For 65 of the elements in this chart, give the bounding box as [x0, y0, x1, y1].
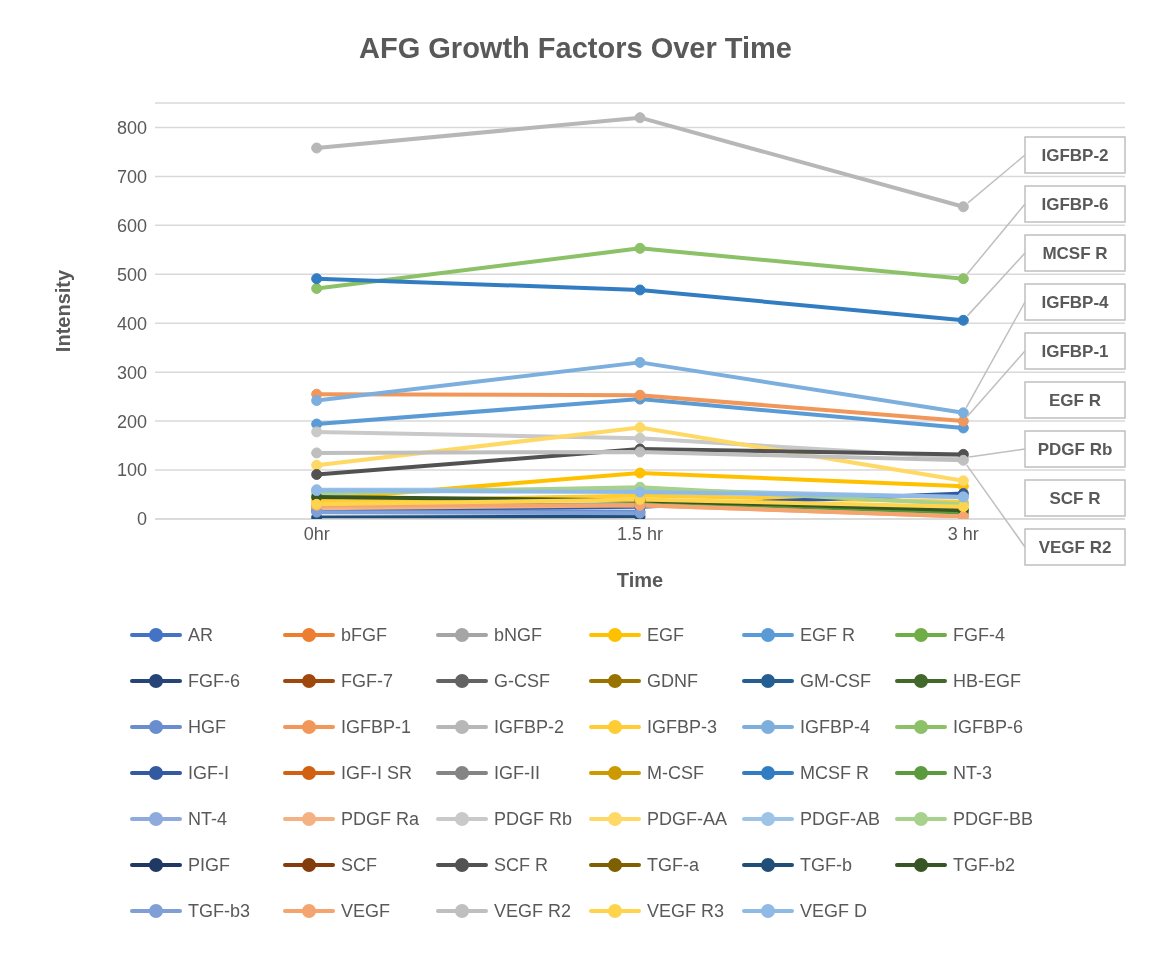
legend-label: bNGF — [494, 624, 543, 646]
legend-label: AR — [188, 624, 214, 646]
x-tick-label: 1.5 hr — [616, 523, 664, 544]
legend-label: IGF-I — [188, 762, 229, 784]
legend-label: TGF-b — [800, 854, 852, 876]
legend-label: HGF — [188, 716, 226, 738]
legend-label: SCF R — [494, 854, 548, 876]
legend-label: FGF-7 — [341, 670, 393, 692]
legend-label: IGFBP-3 — [647, 716, 718, 738]
legend-label: FGF-4 — [953, 624, 1005, 646]
y-tick-label: 200 — [116, 411, 147, 432]
legend-label: TGF-b2 — [953, 854, 1016, 876]
legend-label: TGF-b3 — [188, 900, 251, 922]
legend-label: PIGF — [188, 854, 231, 876]
legend-label: EGF — [647, 624, 685, 646]
legend-label: IGFBP-4 — [800, 716, 871, 738]
annotation: IGFBP-1 — [1041, 342, 1109, 361]
legend-label: VEGF D — [800, 900, 868, 922]
legend-label: GM-CSF — [800, 670, 871, 692]
y-tick-label: 700 — [116, 166, 147, 187]
x-tick-label: 3 hr — [947, 523, 979, 544]
legend-label: NT-3 — [953, 762, 993, 784]
legend-label: M-CSF — [647, 762, 704, 784]
annotation: IGFBP-6 — [1041, 195, 1109, 214]
legend-label: GDNF — [647, 670, 698, 692]
legend-label: IGFBP-6 — [953, 716, 1024, 738]
legend-label: VEGF R3 — [647, 900, 725, 922]
legend-label: IGF-II — [494, 762, 540, 784]
annotation: EGF R — [1049, 391, 1101, 410]
y-tick-label: 400 — [116, 313, 147, 334]
y-tick-label: 800 — [116, 117, 147, 138]
x-tick-label: 0hr — [303, 523, 330, 544]
legend-label: IGF-I SR — [341, 762, 412, 784]
legend-label: PDGF-AB — [800, 808, 881, 830]
legend-label: HB-EGF — [953, 670, 1022, 692]
y-tick-label: 100 — [116, 460, 147, 481]
legend-label: TGF-a — [647, 854, 699, 876]
legend-label: EGF R — [800, 624, 856, 646]
y-axis-title: Intensity — [52, 269, 75, 353]
legend-label: G-CSF — [494, 670, 550, 692]
legend-label: PDGF Ra — [341, 808, 420, 830]
legend-label: bFGF — [341, 624, 388, 646]
legend-label: PDGF Rb — [494, 808, 573, 830]
legend-label: IGFBP-2 — [494, 716, 565, 738]
annotation: IGFBP-2 — [1041, 146, 1109, 165]
chart-title: AFG Growth Factors Over Time — [359, 31, 792, 65]
legend-label: VEGF R2 — [494, 900, 572, 922]
legend-label: NT-4 — [188, 808, 228, 830]
legend-label: SCF — [341, 854, 377, 876]
legend-label: PDGF-BB — [953, 808, 1034, 830]
annotation: IGFBP-4 — [1041, 293, 1110, 312]
y-tick-label: 500 — [116, 264, 147, 285]
annotation: PDGF Rb — [1037, 440, 1113, 459]
annotation: VEGF R2 — [1038, 538, 1112, 557]
y-tick-label: 0 — [136, 509, 147, 530]
y-tick-label: 300 — [116, 362, 147, 383]
legend-label: VEGF — [341, 900, 391, 922]
annotation: MCSF R — [1042, 244, 1108, 263]
legend-label: MCSF R — [800, 762, 869, 784]
legend-label: IGFBP-1 — [341, 716, 412, 738]
x-axis-title: Time — [616, 569, 664, 591]
legend-label: FGF-6 — [188, 670, 240, 692]
annotation: SCF R — [1049, 489, 1101, 508]
legend-label: PDGF-AA — [647, 808, 728, 830]
y-tick-label: 600 — [116, 215, 147, 236]
